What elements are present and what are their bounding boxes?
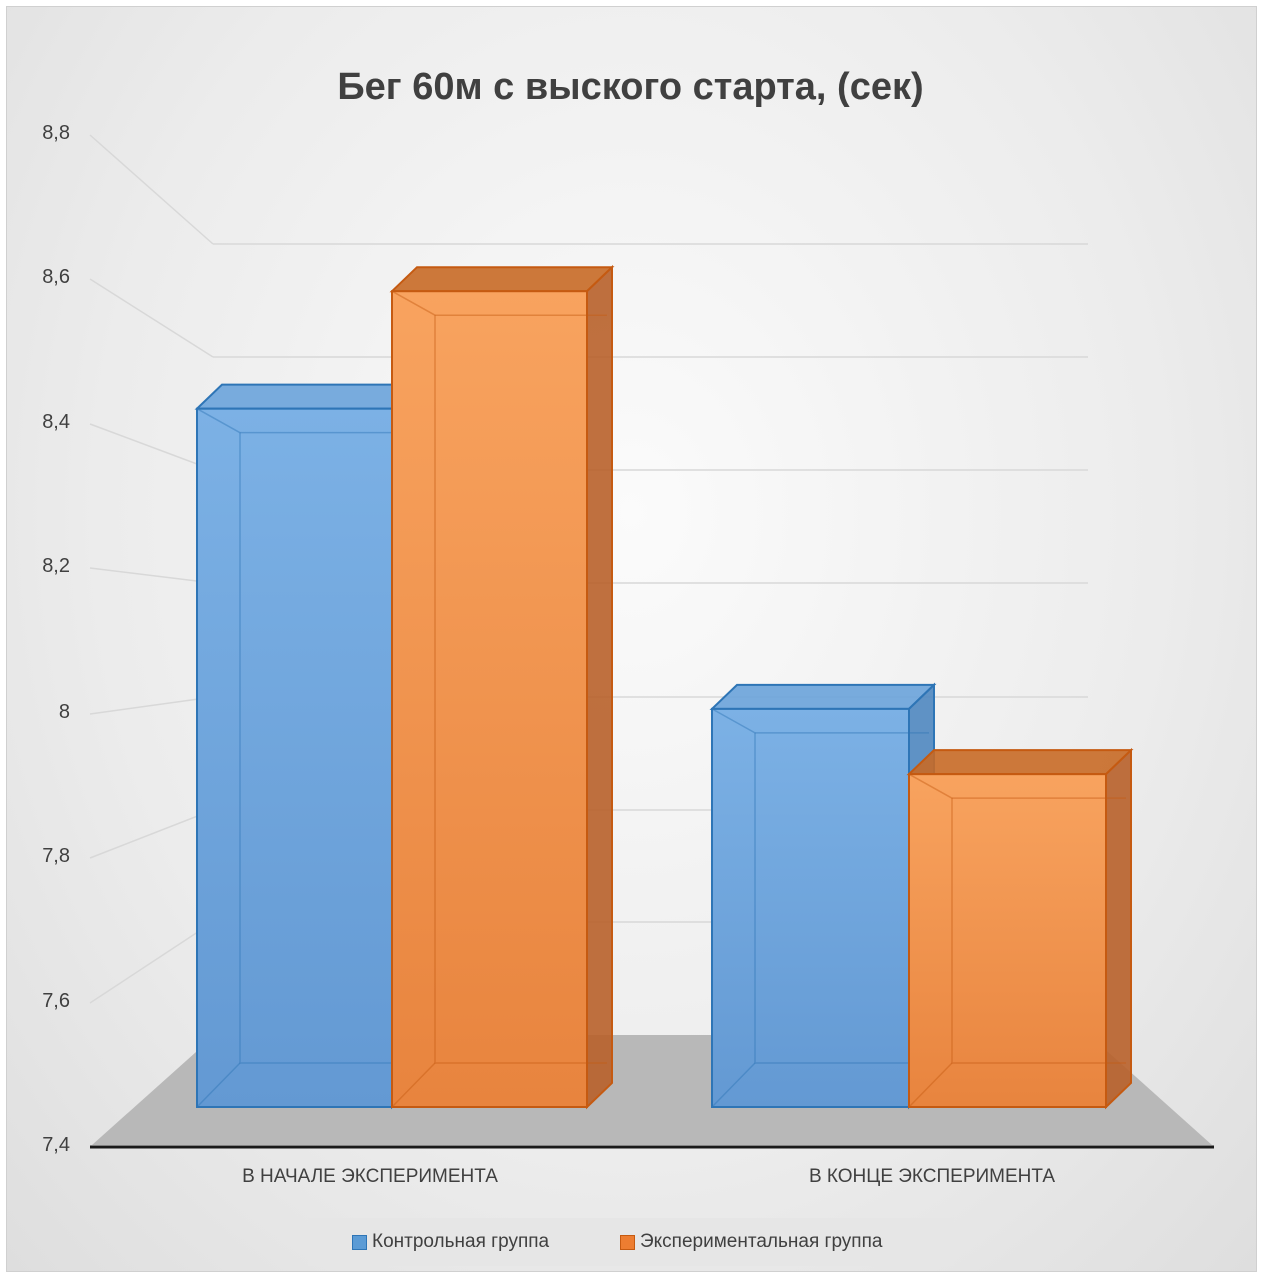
chart-title: Бег 60м с выского старта, (сек) bbox=[337, 66, 924, 108]
legend-item-experimental: Экспериментальная группа bbox=[620, 1231, 882, 1253]
y-tick-label: 8,4 bbox=[42, 411, 70, 433]
legend-label-experimental: Экспериментальная группа bbox=[640, 1231, 883, 1252]
bar-control-start bbox=[194, 382, 420, 1110]
gridline bbox=[89, 134, 1088, 245]
legend: Контрольная группа Экспериментальная гру… bbox=[308, 1218, 954, 1266]
y-tick-label: 7,8 bbox=[42, 845, 70, 867]
x-label-end: В КОНЦЕ ЭКСПЕРИМЕНТА bbox=[808, 1166, 1056, 1187]
y-tick-label: 8 bbox=[58, 701, 70, 723]
y-tick-label: 8,8 bbox=[42, 122, 70, 144]
y-tick-label: 7,6 bbox=[42, 990, 70, 1012]
legend-label-control: Контрольная группа bbox=[372, 1231, 550, 1252]
bar-experimental-end bbox=[906, 747, 1134, 1110]
legend-swatch-experimental bbox=[620, 1234, 635, 1250]
x-label-start: В НАЧАЛЕ ЭКСПЕРИМЕНТА bbox=[242, 1166, 498, 1187]
gridline bbox=[89, 278, 1088, 358]
bar-control-end bbox=[709, 682, 937, 1110]
legend-item-control: Контрольная группа bbox=[352, 1231, 549, 1253]
legend-swatch-control bbox=[352, 1234, 367, 1250]
y-tick-label: 7,4 bbox=[42, 1134, 70, 1156]
y-tick-label: 8,2 bbox=[42, 555, 70, 577]
bar-experimental-start bbox=[389, 264, 615, 1110]
y-tick-label: 8,6 bbox=[42, 266, 70, 288]
